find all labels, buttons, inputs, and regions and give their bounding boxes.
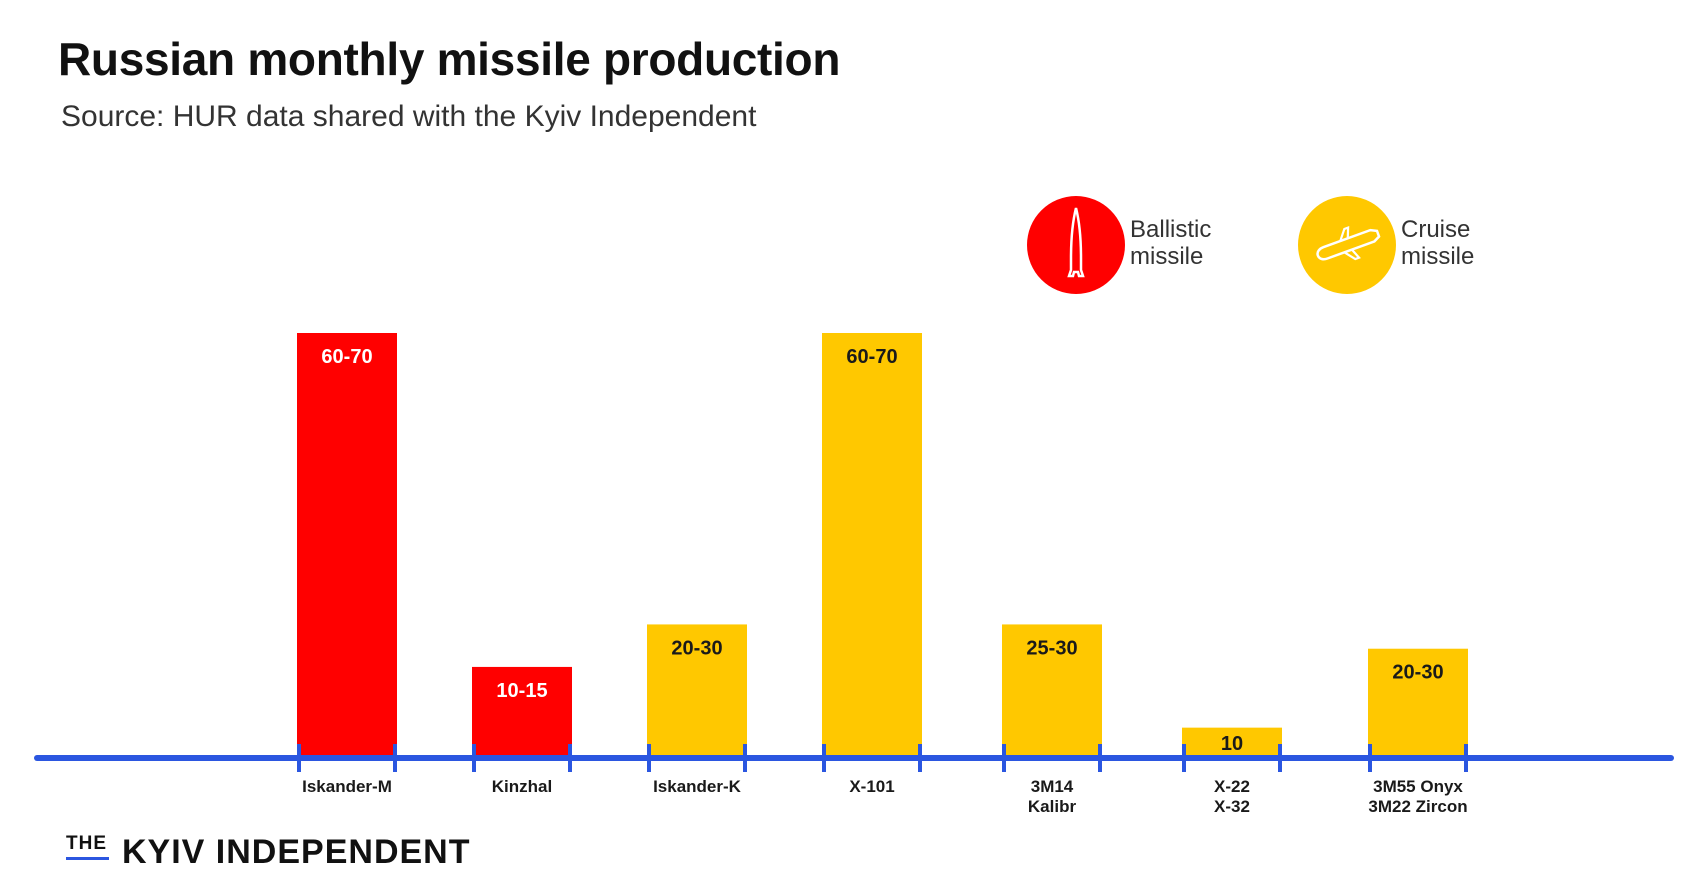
axis-tick bbox=[297, 744, 301, 772]
data-label: 60-70 bbox=[846, 346, 897, 368]
axis-tick bbox=[1098, 744, 1102, 772]
cruise-missile-icon bbox=[1298, 196, 1396, 294]
axis-tick bbox=[1368, 744, 1372, 772]
bar-x-22-x-32 bbox=[1182, 727, 1282, 758]
bar-kinzhal bbox=[472, 666, 572, 758]
axis-tick bbox=[647, 744, 651, 772]
axis-tick bbox=[743, 744, 747, 772]
logo-the: THE bbox=[66, 833, 107, 854]
category-label: 3M55 Onyx bbox=[1373, 777, 1463, 796]
axis-tick bbox=[393, 744, 397, 772]
axis-tick bbox=[1002, 744, 1006, 772]
data-label: 20-30 bbox=[671, 637, 722, 659]
data-label: 10-15 bbox=[496, 680, 547, 702]
legend-label-cruise: Cruise missile bbox=[1401, 216, 1475, 270]
data-label: 60-70 bbox=[321, 346, 372, 368]
axis-tick bbox=[822, 744, 826, 772]
category-label: X-22 bbox=[1214, 777, 1250, 796]
legend-label-ballistic: Ballistic missile bbox=[1130, 216, 1212, 270]
category-label: Iskander-K bbox=[653, 777, 742, 796]
category-label: 3M14 bbox=[1031, 777, 1074, 796]
category-label: X-101 bbox=[849, 777, 894, 796]
axis-tick bbox=[1182, 744, 1186, 772]
category-label: X-32 bbox=[1214, 797, 1250, 816]
ballistic-missile-icon bbox=[1027, 196, 1125, 294]
data-label: 10 bbox=[1221, 733, 1243, 755]
bar-iskander-m bbox=[297, 333, 397, 758]
chart-subtitle: Source: HUR data shared with the Kyiv In… bbox=[61, 100, 757, 133]
logo-name: KYIV INDEPENDENT bbox=[122, 833, 471, 871]
x-axis bbox=[34, 744, 1674, 772]
axis-tick bbox=[568, 744, 572, 772]
category-label: Iskander-M bbox=[302, 777, 392, 796]
axis-tick bbox=[472, 744, 476, 772]
category-label: Kinzhal bbox=[492, 777, 552, 796]
bar-3m55-onyx-3m22-zircon bbox=[1368, 648, 1468, 758]
labels-layer: 60-70 Iskander-M 10-15 Kinzhal 20-30 Iskander… bbox=[302, 346, 1467, 816]
bars-layer bbox=[297, 333, 1468, 758]
data-label: 25-30 bbox=[1026, 637, 1077, 659]
category-label: Kalibr bbox=[1028, 797, 1077, 816]
data-label: 20-30 bbox=[1392, 662, 1443, 684]
axis-tick bbox=[1278, 744, 1282, 772]
bar-3m14-kalibr bbox=[1002, 624, 1102, 758]
bar-iskander-k bbox=[647, 624, 747, 758]
axis-tick bbox=[918, 744, 922, 772]
bar-x-101 bbox=[822, 333, 922, 758]
chart-title: Russian monthly missile production bbox=[58, 33, 841, 85]
category-label: 3M22 Zircon bbox=[1368, 797, 1467, 816]
x-axis-line bbox=[34, 755, 1674, 761]
logo-underline bbox=[66, 857, 109, 860]
axis-tick bbox=[1464, 744, 1468, 772]
